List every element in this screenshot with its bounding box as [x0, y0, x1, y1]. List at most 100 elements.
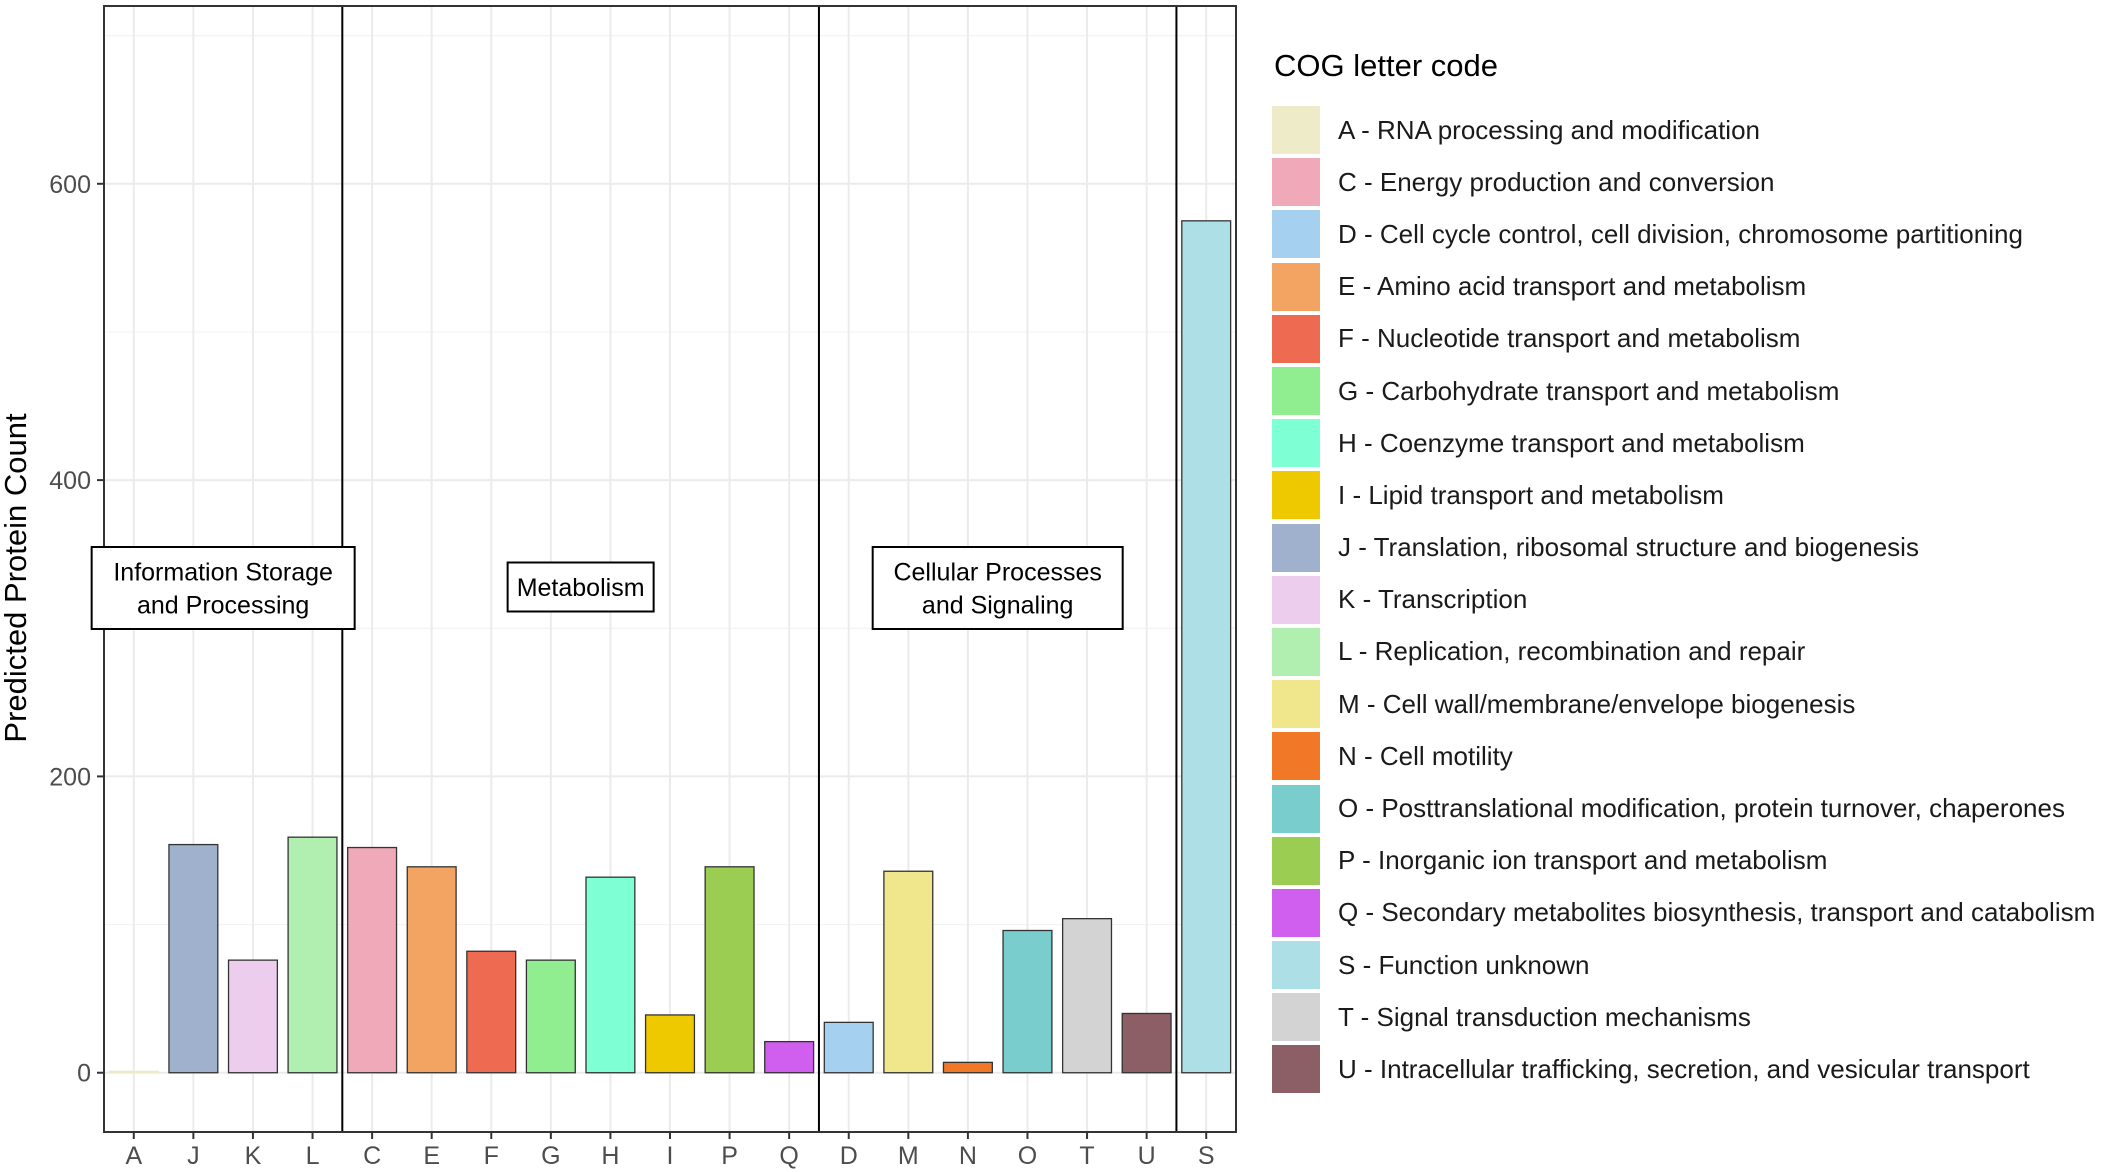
bar-M: [883, 870, 934, 1074]
x-tick-label: L: [306, 1142, 320, 1170]
legend-title: COG letter code: [1274, 48, 1498, 83]
legend-swatch: [1272, 888, 1320, 937]
legend-label: N - Cell motility: [1338, 740, 1513, 771]
legend-label: L - Replication, recombination and repai…: [1338, 636, 1806, 667]
bar-J: [168, 843, 219, 1074]
legend-swatch: [1272, 1045, 1320, 1094]
bar-P: [704, 866, 755, 1074]
x-tick-label: A: [125, 1142, 142, 1170]
bar-G: [525, 959, 576, 1074]
legend-label: I - Lipid transport and metabolism: [1338, 479, 1724, 510]
x-tick-label: E: [423, 1142, 440, 1170]
legend-item: A - RNA processing and modification: [1272, 104, 2118, 156]
group-label-box: [871, 546, 1124, 630]
y-tick-label: 200: [49, 763, 91, 791]
x-tick-label: J: [187, 1142, 200, 1170]
legend-label: C - Energy production and conversion: [1338, 166, 1775, 197]
legend-item: C - Energy production and conversion: [1272, 156, 2118, 208]
group-label-text: and Signaling: [922, 592, 1074, 620]
bar-E: [406, 866, 457, 1074]
x-tick-label: N: [959, 1142, 977, 1170]
legend-item: P - Inorganic ion transport and metaboli…: [1272, 835, 2118, 887]
legend-items: A - RNA processing and modification C - E…: [1272, 104, 2118, 1096]
x-tick-label: T: [1079, 1142, 1094, 1170]
group-label-box: [90, 546, 356, 630]
legend-label: H - Coenzyme transport and metabolism: [1338, 427, 1805, 458]
legend-label: F - Nucleotide transport and metabolism: [1338, 323, 1801, 354]
x-tick-label: G: [541, 1142, 560, 1170]
legend-item: E - Amino acid transport and metabolism: [1272, 261, 2118, 313]
bar-D: [823, 1021, 874, 1074]
legend-swatch: [1272, 262, 1320, 311]
y-axis: 0 200 400 600: [49, 171, 104, 1088]
legend-label: K - Transcription: [1338, 584, 1528, 615]
bar-T: [1061, 918, 1113, 1074]
group-label-text: Metabolism: [517, 574, 645, 602]
legend-label: G - Carbohydrate transport and metabolis…: [1338, 375, 1840, 406]
legend-label: O - Posttranslational modification, prot…: [1338, 793, 2065, 824]
y-tick-label: 400: [49, 467, 91, 495]
legend-swatch: [1272, 471, 1320, 520]
legend: COG letter code A - RNA processing and m…: [1272, 48, 2118, 1096]
legend-swatch: [1272, 210, 1320, 259]
bar-K: [227, 959, 279, 1074]
x-tick-label: O: [1018, 1142, 1037, 1170]
legend-item: S - Function unknown: [1272, 939, 2118, 991]
legend-item: K - Transcription: [1272, 574, 2118, 626]
legend-swatch: [1272, 367, 1320, 416]
legend-swatch: [1272, 627, 1320, 676]
x-tick-label: P: [721, 1142, 738, 1170]
bar-I: [644, 1014, 696, 1074]
legend-label: A - RNA processing and modification: [1338, 114, 1760, 145]
bar-O: [1002, 929, 1053, 1074]
legend-label: Q - Secondary metabolites biosynthesis, …: [1338, 897, 2096, 928]
legend-swatch: [1272, 680, 1320, 729]
legend-label: T - Signal transduction mechanisms: [1338, 1001, 1751, 1032]
legend-item: O - Posttranslational modification, prot…: [1272, 782, 2118, 834]
legend-item: D - Cell cycle control, cell division, c…: [1272, 208, 2118, 260]
legend-swatch: [1272, 523, 1320, 572]
y-tick-label: 600: [49, 171, 91, 199]
x-tick-label: S: [1198, 1142, 1215, 1170]
group-label-text: Information Storage: [113, 559, 333, 587]
x-tick-label: H: [601, 1142, 619, 1170]
bar-C: [347, 846, 398, 1074]
legend-label: U - Intracellular trafficking, secretion…: [1338, 1053, 2030, 1084]
legend-swatch: [1272, 158, 1320, 207]
legend-label: J - Translation, ribosomal structure and…: [1338, 532, 1919, 563]
bars: [108, 220, 1232, 1074]
legend-swatch: [1272, 106, 1320, 155]
x-tick-label: U: [1138, 1142, 1156, 1170]
legend-item: Q - Secondary metabolites biosynthesis, …: [1272, 887, 2118, 939]
x-tick-label: Q: [779, 1142, 798, 1170]
bar-S: [1181, 220, 1232, 1074]
legend-item: F - Nucleotide transport and metabolism: [1272, 313, 2118, 365]
legend-label: S - Function unknown: [1338, 949, 1590, 980]
legend-item: I - Lipid transport and metabolism: [1272, 469, 2118, 521]
legend-swatch: [1272, 419, 1320, 468]
bar-U: [1121, 1012, 1172, 1074]
legend-swatch: [1272, 314, 1320, 363]
legend-item: L - Replication, recombination and repai…: [1272, 626, 2118, 678]
legend-swatch: [1272, 575, 1320, 624]
legend-label: D - Cell cycle control, cell division, c…: [1338, 218, 2023, 249]
x-tick-label: K: [245, 1142, 262, 1170]
legend-swatch: [1272, 941, 1320, 990]
x-tick-label: F: [484, 1142, 499, 1170]
legend-item: G - Carbohydrate transport and metabolis…: [1272, 365, 2118, 417]
legend-swatch: [1272, 784, 1320, 833]
legend-item: T - Signal transduction mechanisms: [1272, 991, 2118, 1043]
x-tick-label: I: [667, 1142, 674, 1170]
group-label-text: Cellular Processes: [893, 559, 1101, 587]
legend-item: J - Translation, ribosomal structure and…: [1272, 522, 2118, 574]
bar-Q: [764, 1040, 815, 1074]
x-tick-label: C: [363, 1142, 381, 1170]
bar-F: [466, 950, 517, 1074]
legend-swatch: [1272, 993, 1320, 1042]
legend-label: P - Inorganic ion transport and metaboli…: [1338, 845, 1828, 876]
x-tick-label: D: [840, 1142, 858, 1170]
legend-item: H - Coenzyme transport and metabolism: [1272, 417, 2118, 469]
bar-L: [287, 836, 338, 1074]
x-tick-label: M: [898, 1142, 919, 1170]
